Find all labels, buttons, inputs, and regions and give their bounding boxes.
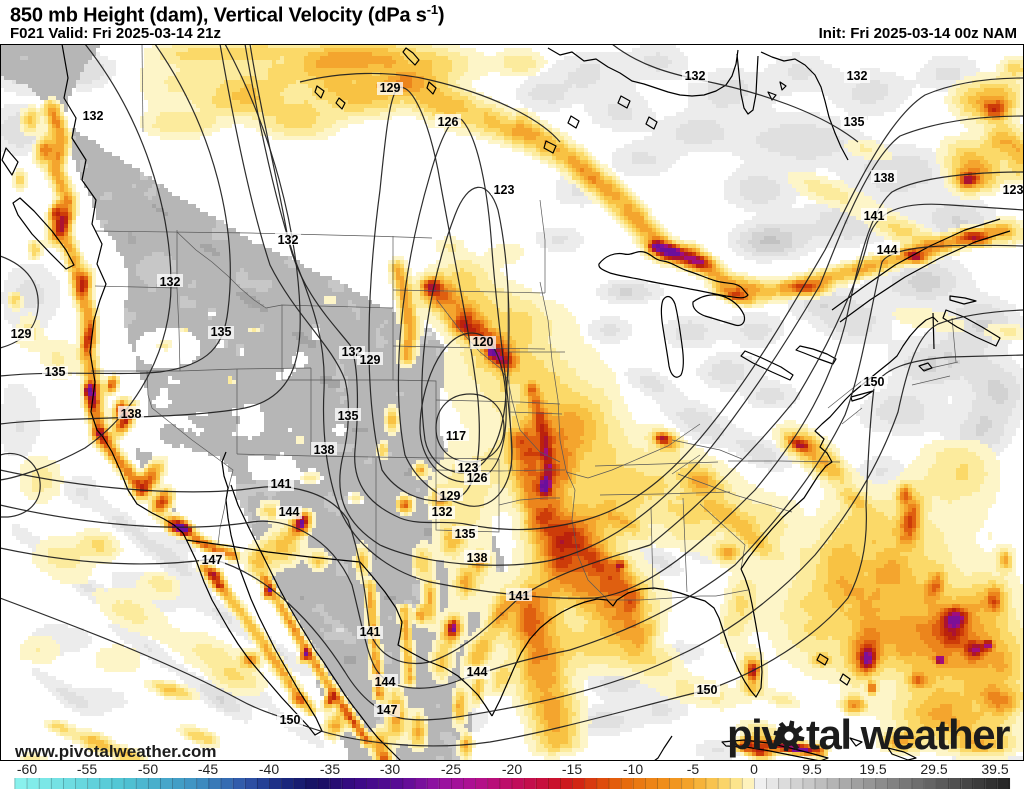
svg-text:147: 147 <box>377 703 398 717</box>
svg-text:129: 129 <box>11 327 32 341</box>
svg-text:126: 126 <box>438 115 459 129</box>
svg-text:tal weather: tal weather <box>806 711 1010 758</box>
svg-text:150: 150 <box>280 713 301 727</box>
svg-text:141: 141 <box>271 477 292 491</box>
svg-text:129: 129 <box>360 353 381 367</box>
svg-text:144: 144 <box>877 243 898 257</box>
svg-text:150: 150 <box>864 375 885 389</box>
svg-text:141: 141 <box>509 589 530 603</box>
svg-text:123: 123 <box>458 461 479 475</box>
svg-text:144: 144 <box>467 665 488 679</box>
svg-text:138: 138 <box>874 171 895 185</box>
svg-text:117: 117 <box>446 429 466 443</box>
svg-text:123: 123 <box>494 183 515 197</box>
svg-text:135: 135 <box>45 365 66 379</box>
svg-text:www.pivotalweather.com: www.pivotalweather.com <box>14 742 217 761</box>
svg-text:138: 138 <box>314 443 335 457</box>
svg-text:135: 135 <box>338 409 359 423</box>
svg-text:123: 123 <box>1003 183 1024 197</box>
svg-text:150: 150 <box>697 683 718 697</box>
svg-text:144: 144 <box>375 675 396 689</box>
svg-text:120: 120 <box>473 335 494 349</box>
svg-text:126: 126 <box>467 471 488 485</box>
svg-text:132: 132 <box>432 505 453 519</box>
svg-text:135: 135 <box>455 527 476 541</box>
svg-text:129: 129 <box>380 81 401 95</box>
svg-text:132: 132 <box>83 109 104 123</box>
svg-text:141: 141 <box>360 625 381 639</box>
svg-text:138: 138 <box>121 407 142 421</box>
svg-text:135: 135 <box>211 325 232 339</box>
svg-text:141: 141 <box>864 209 885 223</box>
svg-text:132: 132 <box>847 69 868 83</box>
svg-text:138: 138 <box>467 551 488 565</box>
svg-text:132: 132 <box>278 233 299 247</box>
svg-text:135: 135 <box>844 115 865 129</box>
svg-text:147: 147 <box>202 553 223 567</box>
svg-text:132: 132 <box>685 69 706 83</box>
svg-text:129: 129 <box>440 489 461 503</box>
svg-text:144: 144 <box>279 505 300 519</box>
svg-text:132: 132 <box>160 275 181 289</box>
